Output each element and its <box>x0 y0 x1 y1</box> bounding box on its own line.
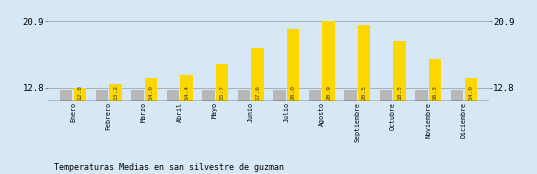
Text: 14.0: 14.0 <box>468 85 473 100</box>
Bar <box>451 90 463 101</box>
Text: 20.5: 20.5 <box>362 85 367 100</box>
Bar <box>251 48 264 101</box>
Bar <box>344 90 357 101</box>
Text: 14.4: 14.4 <box>184 85 189 100</box>
Text: 20.9: 20.9 <box>326 85 331 100</box>
Bar <box>60 90 72 101</box>
Bar <box>74 88 86 101</box>
Bar <box>273 90 286 101</box>
Bar <box>429 59 441 101</box>
Text: Temperaturas Medias en san silvestre de guzman: Temperaturas Medias en san silvestre de … <box>54 163 284 172</box>
Bar <box>110 85 122 101</box>
Text: 18.5: 18.5 <box>397 85 402 100</box>
Text: 15.7: 15.7 <box>220 85 224 100</box>
Bar <box>380 90 392 101</box>
Bar <box>287 29 300 101</box>
Bar <box>202 90 214 101</box>
Bar <box>216 64 228 101</box>
Bar <box>415 90 427 101</box>
Bar <box>323 21 335 101</box>
Bar <box>166 90 179 101</box>
Text: 20.0: 20.0 <box>291 85 296 100</box>
Bar <box>96 90 108 101</box>
Bar <box>465 78 477 101</box>
Text: 16.3: 16.3 <box>433 85 438 100</box>
Bar <box>394 41 406 101</box>
Bar <box>358 25 371 101</box>
Bar <box>309 90 321 101</box>
Bar <box>145 78 157 101</box>
Text: 12.8: 12.8 <box>78 85 83 100</box>
Text: 17.6: 17.6 <box>255 85 260 100</box>
Text: 13.2: 13.2 <box>113 85 118 100</box>
Bar <box>131 90 143 101</box>
Bar <box>237 90 250 101</box>
Bar <box>180 75 193 101</box>
Text: 14.0: 14.0 <box>149 85 154 100</box>
